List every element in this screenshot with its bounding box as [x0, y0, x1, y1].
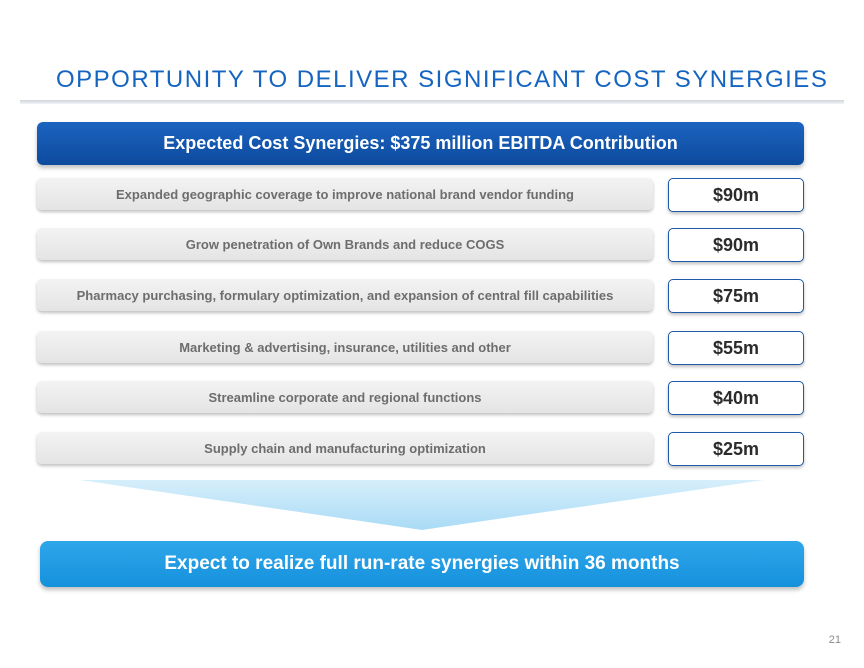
synergy-value-1: $90m: [668, 178, 804, 212]
synergy-value-6: $25m: [668, 432, 804, 466]
synergies-header-bar: Expected Cost Synergies: $375 million EB…: [37, 122, 804, 165]
synergy-value-2: $90m: [668, 228, 804, 262]
synergy-label-4: Marketing & advertising, insurance, util…: [37, 331, 653, 363]
synergy-label-2: Grow penetration of Own Brands and reduc…: [37, 228, 653, 260]
slide-title: OPPORTUNITY TO DELIVER SIGNIFICANT COST …: [56, 66, 829, 93]
title-divider: [20, 100, 844, 104]
synergy-label-1: Expanded geographic coverage to improve …: [37, 178, 653, 210]
synergy-label-5: Streamline corporate and regional functi…: [37, 381, 653, 413]
funnel-arrow: [80, 480, 764, 530]
run-rate-footer-bar: Expect to realize full run-rate synergie…: [40, 541, 804, 587]
synergy-label-6: Supply chain and manufacturing optimizat…: [37, 432, 653, 464]
synergy-value-5: $40m: [668, 381, 804, 415]
synergy-value-4: $55m: [668, 331, 804, 365]
synergy-value-3: $75m: [668, 279, 804, 313]
page-number: 21: [828, 634, 841, 646]
synergy-label-3: Pharmacy purchasing, formulary optimizat…: [37, 279, 653, 311]
